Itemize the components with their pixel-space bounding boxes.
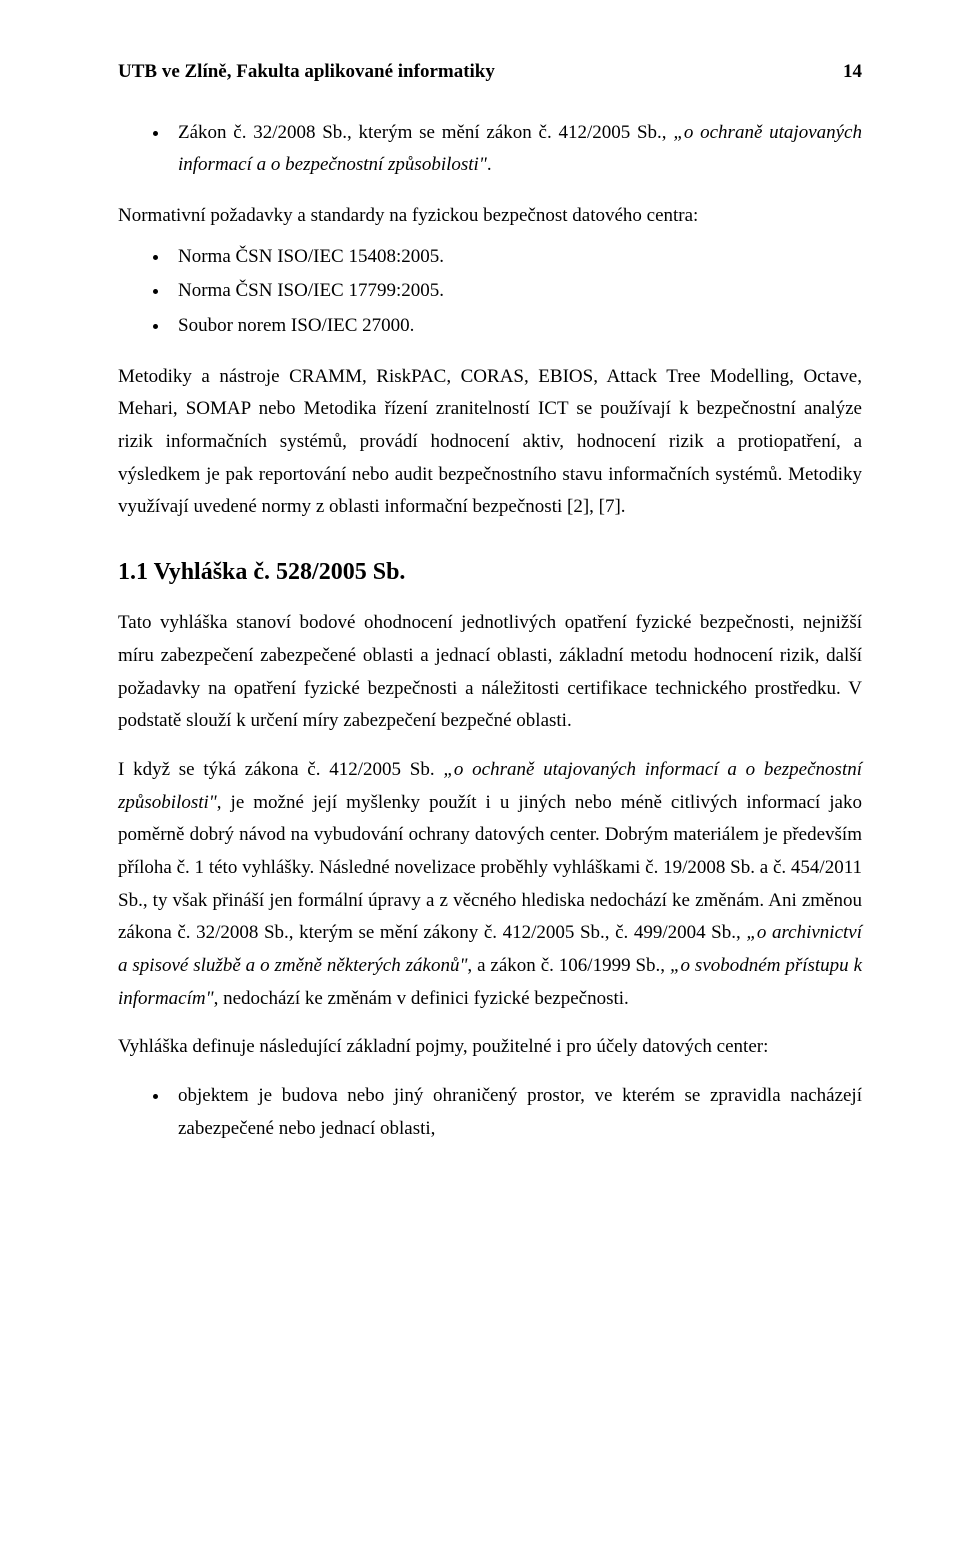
list-item: Norma ČSN ISO/IEC 15408:2005.	[170, 241, 862, 274]
page-number: 14	[843, 56, 862, 89]
paragraph-decree-intro: Tato vyhláška stanoví bodové ohodnocení …	[118, 607, 862, 738]
bottom-bullet-list: objektem je budova nebo jiný ohraničený …	[118, 1080, 862, 1145]
list-item: Norma ČSN ISO/IEC 17799:2005.	[170, 275, 862, 308]
top-bullet-list: Zákon č. 32/2008 Sb., kterým se mění zák…	[118, 117, 862, 182]
paragraph-terms-intro: Vyhláška definuje následující základní p…	[118, 1031, 862, 1064]
norm-intro: Normativní požadavky a standardy na fyzi…	[118, 200, 862, 233]
paragraph-decree-detail: I když se týká zákona č. 412/2005 Sb. „o…	[118, 754, 862, 1015]
header-institution: UTB ve Zlíně, Fakulta aplikované informa…	[118, 56, 495, 89]
section-heading: 1.1 Vyhláška č. 528/2005 Sb.	[118, 552, 862, 593]
list-item: objektem je budova nebo jiný ohraničený …	[170, 1080, 862, 1145]
page-header: UTB ve Zlíně, Fakulta aplikované informa…	[118, 56, 862, 89]
document-page: UTB ve Zlíně, Fakulta aplikované informa…	[0, 0, 960, 1564]
paragraph-methodologies: Metodiky a nástroje CRAMM, RiskPAC, CORA…	[118, 361, 862, 524]
list-item: Soubor norem ISO/IEC 27000.	[170, 310, 862, 343]
list-item: Zákon č. 32/2008 Sb., kterým se mění zák…	[170, 117, 862, 182]
list-item-text: Zákon č. 32/2008 Sb., kterým se mění zák…	[178, 122, 862, 176]
norm-bullet-list: Norma ČSN ISO/IEC 15408:2005. Norma ČSN …	[118, 241, 862, 343]
